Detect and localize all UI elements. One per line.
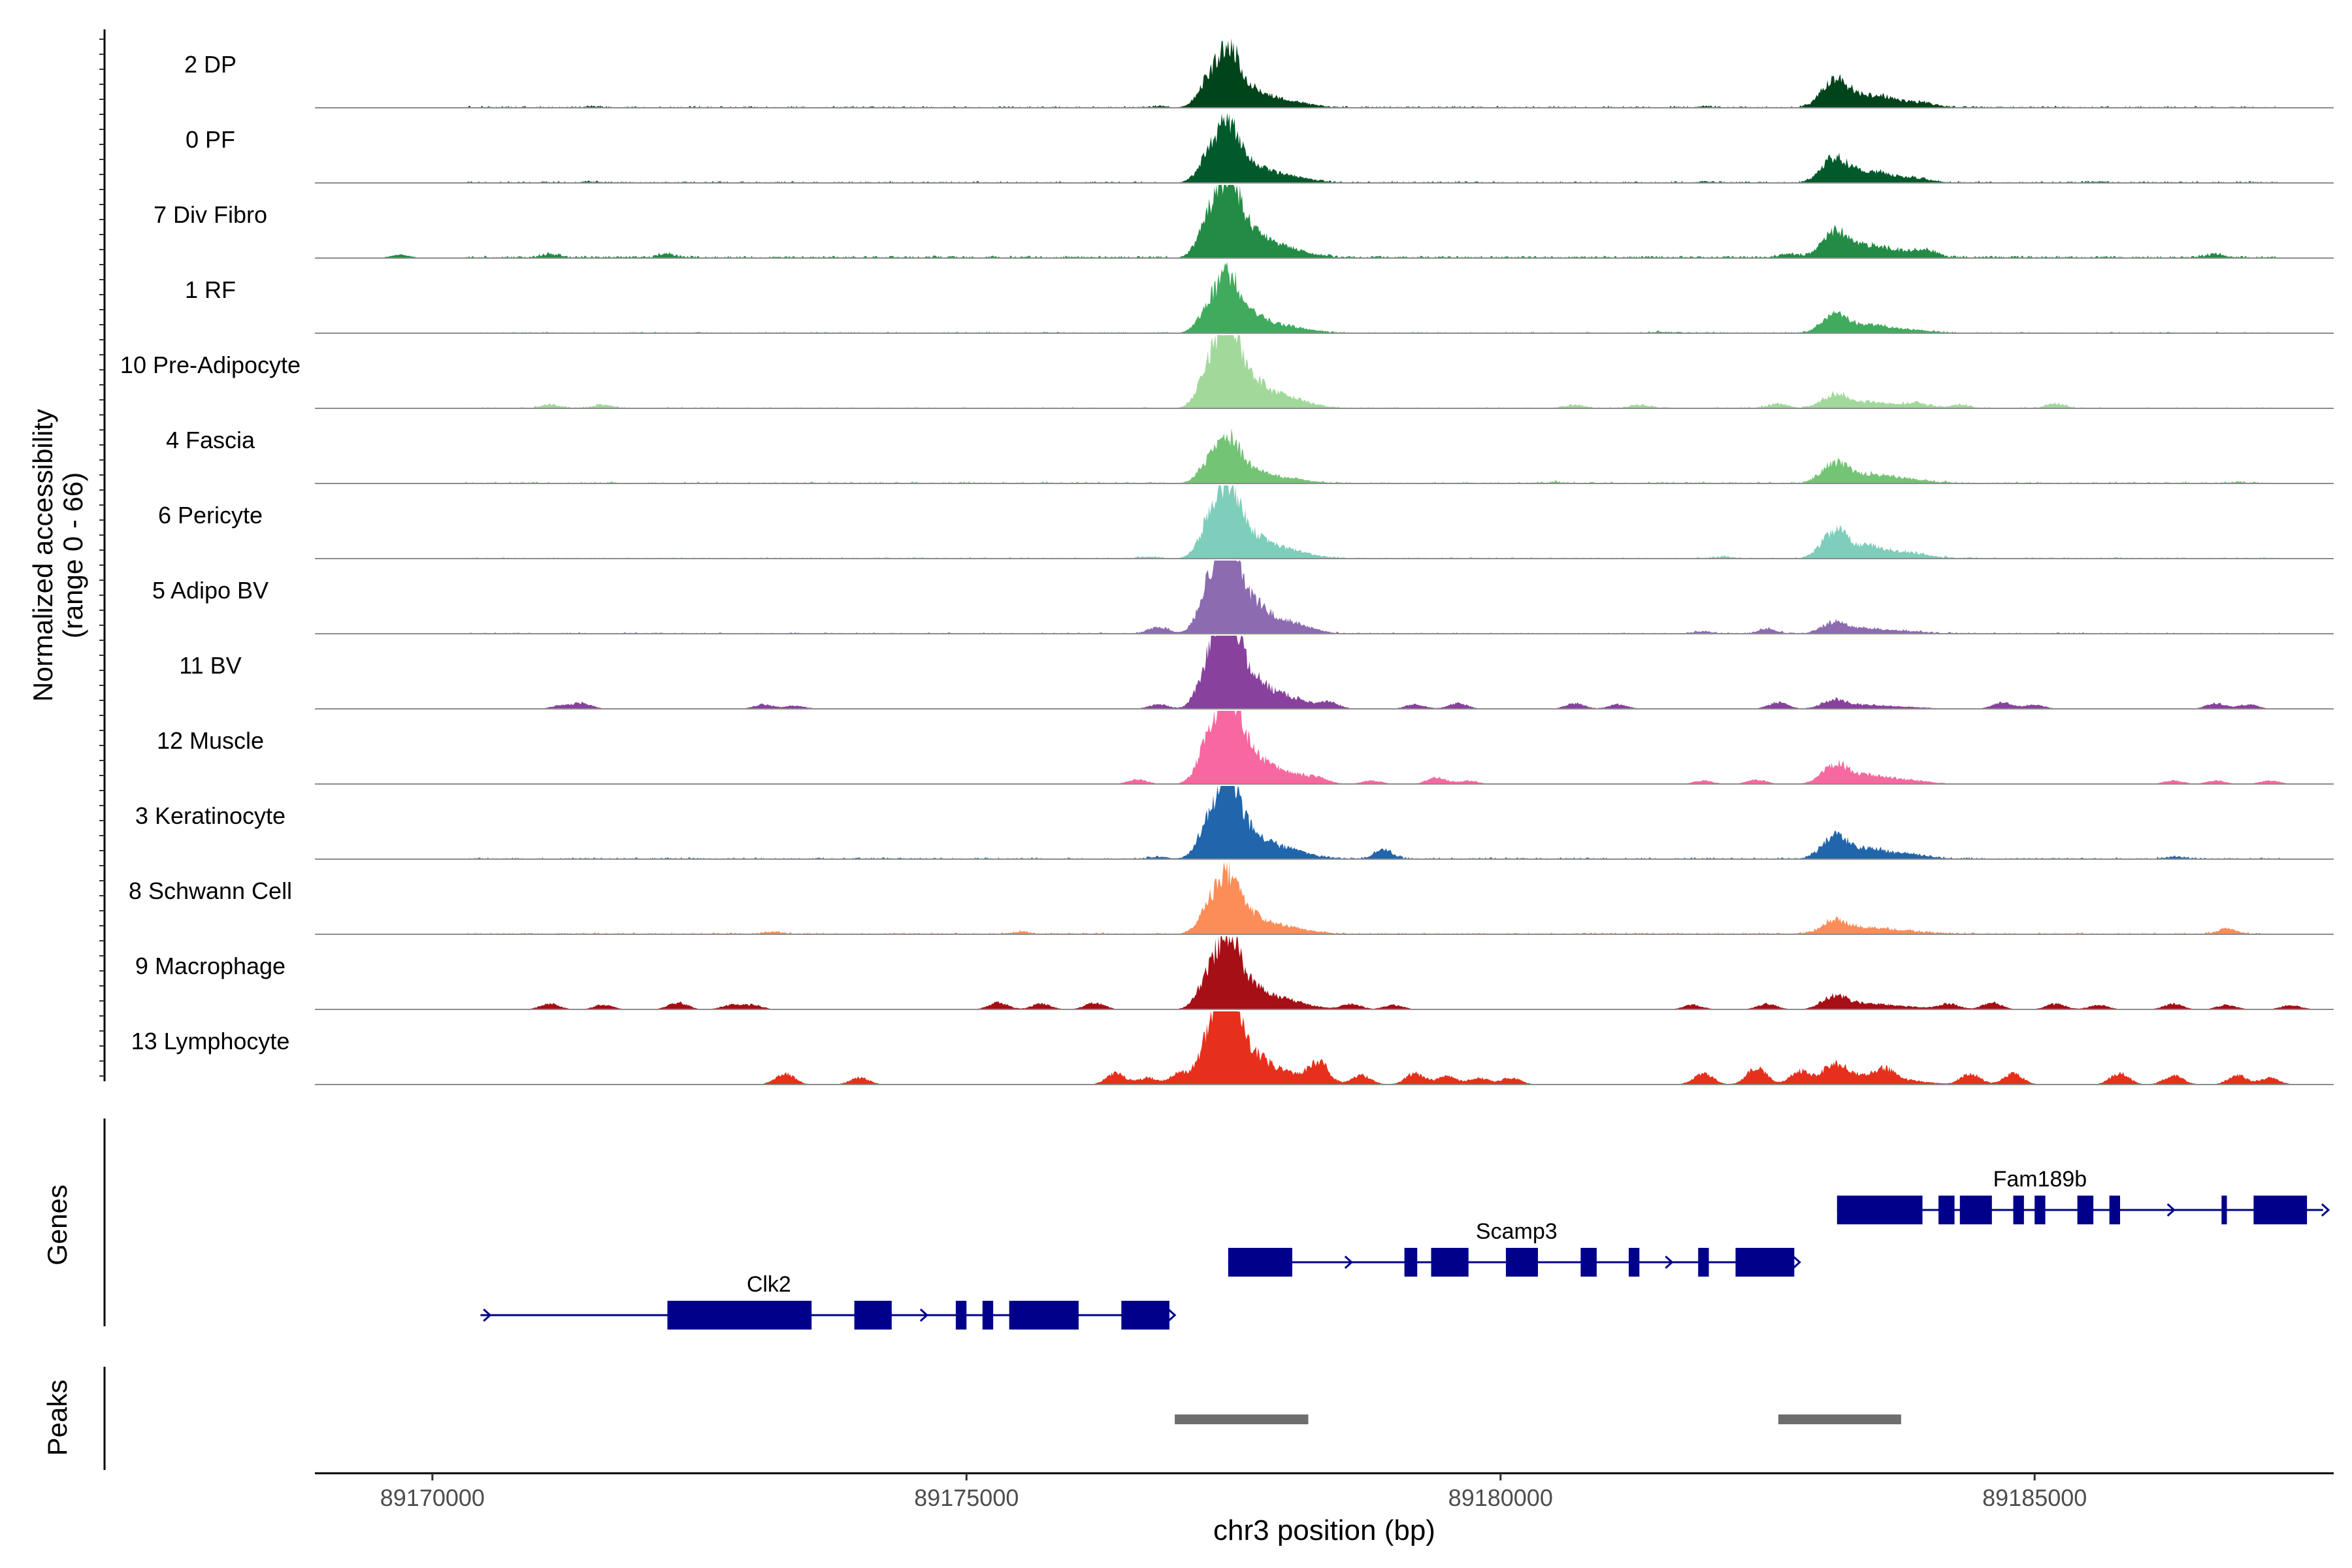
gene-exon [1938,1196,1955,1224]
strand-arrow [1344,1255,1354,1269]
gene-fam189b: Fam189b [1837,1167,2330,1224]
gene-exon [2221,1196,2227,1224]
y-axis-title-line1: Normalized accessibility [27,409,58,702]
track-label: 6 Pericyte [158,502,263,529]
gene-exon [2013,1196,2024,1224]
peaks-panel-title: Peaks [42,1380,73,1456]
strand-arrow [1168,1308,1177,1322]
gene-exon [1580,1248,1597,1277]
gene-exon [2077,1196,2094,1224]
track-label: 5 Adipo BV [152,577,269,604]
gene-exon [667,1301,812,1330]
strand-arrow [919,1308,929,1322]
coverage-area-2 [315,112,2334,183]
coverage-area-8 [315,561,2334,634]
coverage-area-14 [315,1011,2334,1085]
gene-exon [1431,1248,1469,1277]
gene-exon [854,1301,892,1330]
x-axis-title: chr3 position (bp) [1213,1514,1435,1546]
strand-arrow [2321,1203,2330,1217]
gene-name: Clk2 [747,1272,791,1297]
track-label: 4 Fascia [166,427,255,453]
x-tick-label: 89170000 [380,1484,485,1511]
coverage-area-12 [315,861,2334,934]
gene-models: Clk2 Scamp3 Fam189b [480,1167,2330,1330]
coverage-y-ticks [99,39,105,1077]
track-label: 2 DP [184,51,237,78]
gene-exon [1959,1196,1992,1224]
y-axis-title-line2: (range 0 - 66) [57,472,88,638]
track-label: 7 Div Fibro [154,201,267,228]
track-label: 0 PF [186,126,235,153]
gene-exon [955,1301,967,1330]
x-axis-ticks: 89170000 89175000 89180000 89185000 [380,1473,2087,1511]
gene-exon [982,1301,994,1330]
gene-exon [1735,1248,1795,1277]
track-label: 13 Lymphocyte [131,1028,290,1054]
track-labels: 2 DP 0 PF 7 Div Fibro 1 RF 10 Pre-Adipocyte 4… [120,51,301,1054]
coverage-area-10 [315,711,2334,784]
gene-clk2: Clk2 [480,1272,1177,1330]
x-tick-label: 89185000 [1982,1484,2087,1511]
coverage-area-11 [315,786,2334,859]
gene-name: Scamp3 [1476,1219,1558,1244]
gene-name: Fam189b [1993,1167,2087,1192]
gene-exon [1009,1301,1079,1330]
coverage-area-9 [315,636,2334,709]
coverage-area-3 [315,185,2334,258]
x-tick-label: 89180000 [1448,1484,1553,1511]
strand-arrow [1665,1255,1674,1269]
gene-exon [2034,1196,2046,1224]
coverage-area-7 [315,485,2334,559]
genes-panel-title: Genes [42,1184,73,1266]
gene-exon [1698,1248,1709,1277]
coverage-area-13 [315,936,2334,1009]
peak-region [1778,1414,1901,1424]
track-label: 11 BV [179,652,241,679]
track-label: 9 Macrophage [135,953,286,979]
gene-exon [1837,1196,1923,1224]
coverage-area-1 [315,38,2334,108]
gene-exon [1505,1248,1538,1277]
gene-exon [1228,1248,1292,1277]
peak-region [1175,1414,1309,1424]
gene-exon [2109,1196,2121,1224]
strand-arrow [1792,1255,1801,1269]
track-label: 10 Pre-Adipocyte [120,351,301,378]
strand-arrow [2166,1203,2176,1217]
gene-exon [1121,1301,1169,1330]
coverage-tracks [315,38,2334,1085]
gene-exon [2253,1196,2308,1224]
strand-arrow [483,1308,492,1322]
track-label: 8 Schwann Cell [129,877,292,904]
track-label: 1 RF [185,276,236,303]
coverage-area-6 [315,428,2334,483]
track-label: 3 Keratinocyte [135,802,286,829]
track-label: 12 Muscle [157,727,264,754]
gene-exon [1628,1248,1640,1277]
gene-exon [1404,1248,1418,1277]
x-tick-label: 89175000 [914,1484,1019,1511]
peak-regions [1175,1414,1901,1424]
coverage-area-4 [315,261,2334,333]
coverage-area-5 [315,335,2334,408]
gene-scamp3: Scamp3 [1228,1219,1801,1277]
